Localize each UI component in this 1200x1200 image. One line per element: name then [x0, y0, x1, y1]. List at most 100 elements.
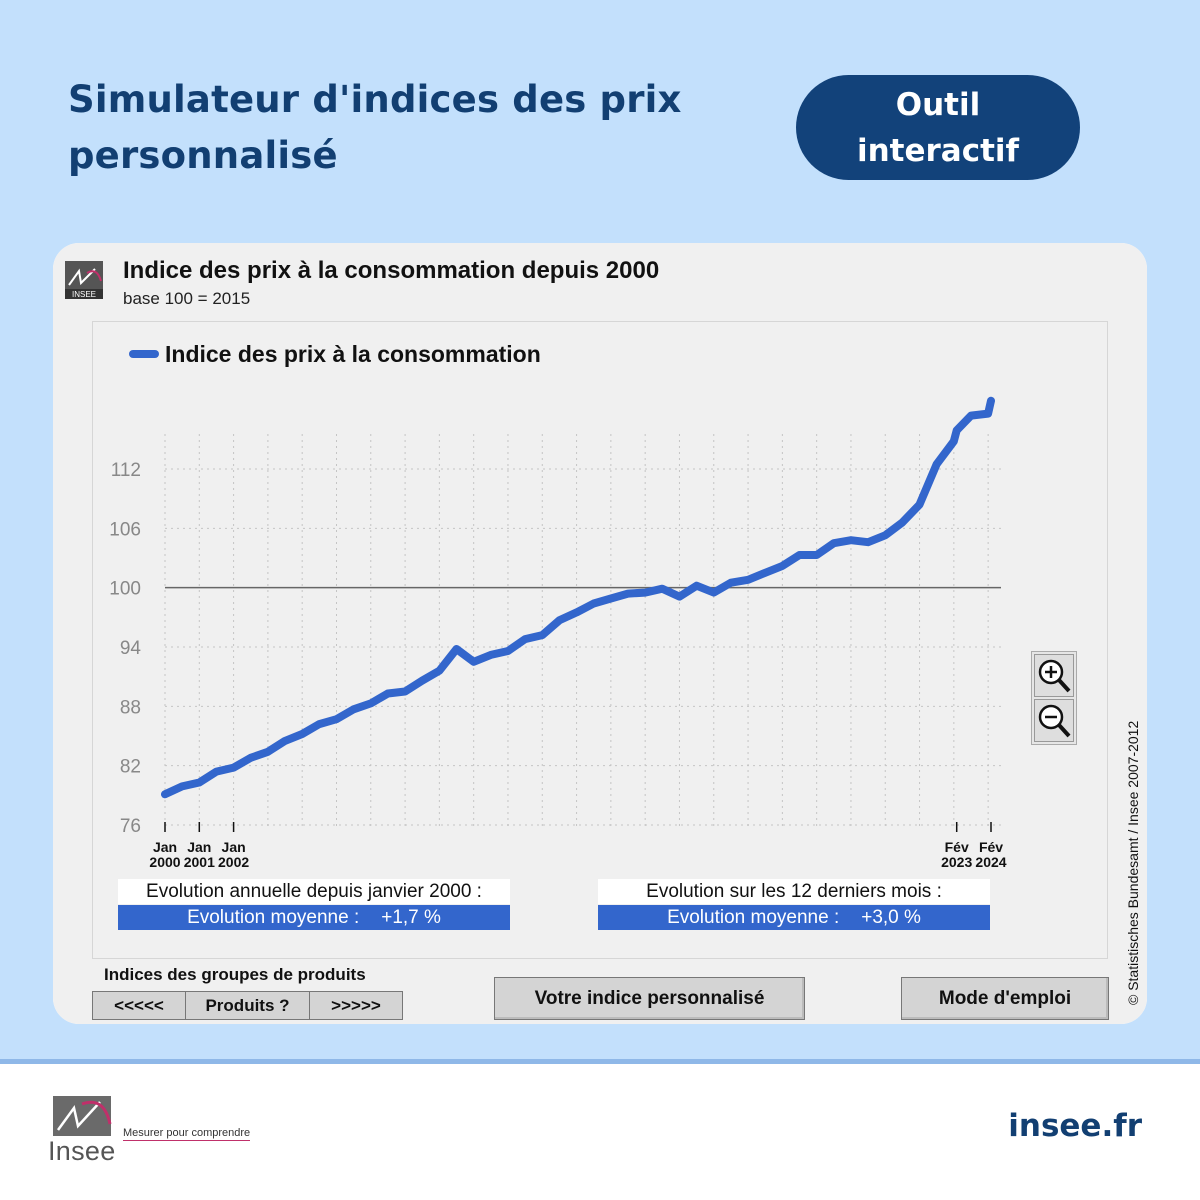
data-point — [281, 737, 289, 745]
data-point — [864, 538, 872, 546]
data-point — [470, 658, 478, 666]
applet-card: INSEE Indice des prix à la consommation … — [53, 243, 1147, 1024]
y-tick-label: 76 — [120, 816, 141, 837]
chart-grid — [164, 434, 1001, 830]
zoom-out-button[interactable] — [1034, 699, 1074, 742]
x-tick-month: Jan — [153, 839, 177, 855]
data-point — [953, 426, 961, 434]
y-tick-label: 82 — [120, 757, 141, 778]
data-point — [658, 585, 666, 593]
series-line-0 — [161, 396, 995, 799]
data-point — [898, 518, 907, 526]
zoom-controls — [1031, 651, 1077, 745]
previous-group-button[interactable]: <<<<< — [92, 991, 186, 1020]
data-point — [624, 590, 632, 598]
annual-evolution-heading: Evolution annuelle depuis janvier 2000 : — [118, 879, 510, 904]
copyright-notice: © Statistisches Bundesamt / Insee 2007-2… — [1125, 720, 1141, 1005]
applet-window: INSEE Indice des prix à la consommation … — [53, 243, 1147, 1024]
data-point — [607, 594, 615, 603]
chart-series — [161, 396, 995, 799]
data-point — [847, 536, 855, 544]
data-point — [693, 582, 701, 590]
zoom-in-button[interactable] — [1034, 654, 1074, 697]
data-point — [487, 651, 495, 659]
chart-panel: 76 82 88 94 100 106 112 Jan 2000 Jan 2001 Jan 2002 Fé… — [92, 321, 1108, 959]
insee-brand-logo-icon — [53, 1096, 112, 1136]
y-tick-label: 112 — [111, 460, 141, 481]
data-point — [212, 768, 220, 776]
data-point — [264, 748, 272, 756]
annual-evolution-label: Evolution moyenne : — [187, 907, 360, 928]
data-point — [950, 437, 958, 445]
insee-logo-icon: INSEE — [65, 261, 103, 299]
user-guide-button[interactable]: Mode d'emploi — [901, 977, 1109, 1020]
twelve-month-evolution-value: +3,0 % — [861, 907, 921, 928]
y-tick-label: 106 — [109, 519, 141, 540]
data-point — [195, 778, 203, 787]
x-tick-month: Fév — [945, 839, 969, 855]
data-point — [384, 689, 392, 698]
y-tick-label: 94 — [120, 638, 142, 659]
data-point — [367, 699, 375, 707]
x-tick-year: 2001 — [184, 854, 215, 870]
data-point — [555, 616, 563, 624]
y-tick-label: 100 — [109, 579, 141, 600]
personal-index-button[interactable]: Votre indice personnalisé — [494, 977, 805, 1020]
x-tick-month: Fév — [979, 839, 1003, 855]
footer-divider — [0, 1059, 1200, 1064]
annual-evolution-value: +1,7 % — [381, 907, 441, 928]
data-point — [161, 790, 169, 798]
x-tick-month: Jan — [222, 839, 246, 855]
footer-tagline: Mesurer pour comprendre — [123, 1127, 251, 1141]
chart-legend: Indice des prix à la consommation — [129, 341, 541, 367]
applet-subtitle: base 100 = 2015 — [123, 289, 251, 308]
data-point — [987, 397, 995, 405]
footer: Insee Mesurer pour comprendre insee.fr — [0, 1064, 1200, 1200]
twelve-month-evolution-label: Evolution moyenne : — [667, 907, 840, 928]
data-point — [710, 589, 718, 597]
x-tick-year: 2000 — [149, 854, 180, 870]
x-tick-year: 2002 — [218, 854, 249, 870]
data-point — [795, 551, 804, 559]
data-point — [967, 412, 975, 420]
next-group-button[interactable]: >>>>> — [309, 991, 403, 1020]
data-point — [504, 647, 512, 655]
applet-title: Indice des prix à la consommation depuis… — [123, 257, 660, 284]
page-headline: Simulateur d'indices des prix personnali… — [68, 78, 682, 177]
legend-label: Indice des prix à la consommation — [165, 341, 541, 367]
data-point — [590, 599, 598, 608]
data-point — [521, 635, 529, 643]
data-point — [418, 677, 426, 685]
twelve-month-evolution-heading: Evolution sur les 12 derniers mois : — [598, 879, 990, 904]
zoom-out-icon — [1038, 704, 1071, 738]
data-point — [778, 562, 787, 570]
products-button[interactable]: Produits ? — [185, 991, 310, 1020]
data-point — [332, 715, 341, 723]
data-point — [315, 720, 323, 728]
insee-logo-text: INSEE — [72, 290, 96, 299]
x-tick-year: 2024 — [975, 854, 1006, 870]
data-point — [573, 608, 581, 616]
interactive-tool-badge: Outil interactif — [796, 75, 1080, 180]
data-point — [675, 593, 684, 601]
data-point — [298, 730, 306, 738]
data-point — [984, 410, 992, 418]
data-point — [641, 589, 649, 597]
data-point — [401, 687, 409, 696]
insee-link[interactable]: insee.fr — [1008, 1108, 1142, 1144]
x-tick-year: 2023 — [941, 854, 972, 870]
x-tick-month: Jan — [187, 839, 211, 855]
footer-brand: Insee — [48, 1136, 116, 1166]
product-groups-label: Indices des groupes de produits — [104, 965, 366, 984]
data-point — [350, 705, 358, 713]
data-point — [727, 579, 735, 587]
data-point — [915, 501, 924, 509]
data-point — [744, 576, 752, 584]
data-point — [933, 460, 941, 468]
data-point — [881, 531, 889, 539]
annual-evolution-bar: Evolution moyenne : +1,7 % — [118, 905, 510, 930]
chart-axes: 76828894100106112Jan2000Jan2001Jan2002Fé… — [109, 460, 1006, 870]
cpi-line-chart[interactable]: 76828894100106112Jan2000Jan2001Jan2002Fé… — [93, 322, 1107, 958]
twelve-month-evolution-bar: Evolution moyenne : +3,0 % — [598, 905, 990, 930]
data-point — [761, 569, 769, 577]
